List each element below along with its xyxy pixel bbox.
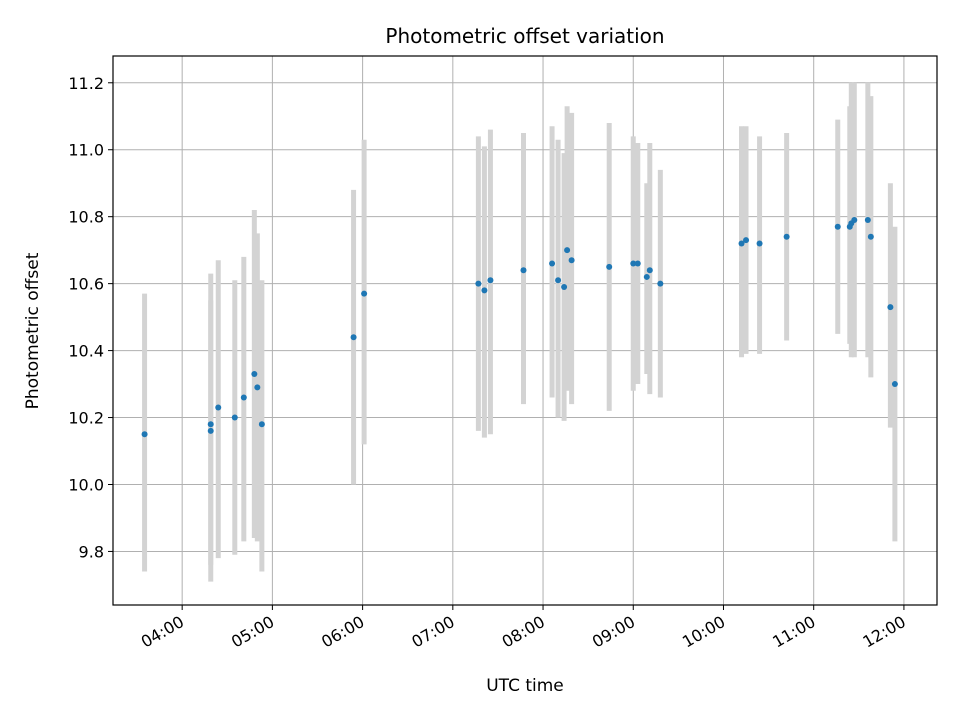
data-point (743, 237, 750, 244)
plot-frame (112, 55, 938, 606)
y-axis-title: Photometric offset (23, 252, 43, 409)
data-point (891, 381, 898, 388)
data-point (738, 240, 745, 247)
data-point (361, 290, 368, 297)
data-point (834, 223, 841, 230)
data-point (646, 267, 653, 274)
data-point (783, 233, 790, 240)
data-point (606, 263, 613, 270)
data-point (487, 277, 494, 284)
data-point (657, 280, 664, 287)
data-point (475, 280, 482, 287)
x-tick-label: 08:00 (499, 612, 548, 652)
data-point (350, 334, 357, 341)
data-point (561, 283, 568, 290)
x-tick-label: 04:00 (138, 612, 187, 652)
x-tick-label: 12:00 (859, 612, 908, 652)
data-point (564, 247, 571, 254)
data-point (251, 371, 258, 378)
data-point (634, 260, 641, 267)
x-tick-label: 07:00 (408, 612, 457, 652)
data-point (215, 404, 222, 411)
x-tick-label: 06:00 (318, 612, 367, 652)
chart-title: Photometric offset variation (385, 24, 664, 48)
data-point (864, 217, 871, 224)
x-tick-label: 10:00 (679, 612, 728, 652)
data-point (240, 394, 247, 401)
y-tick-label: 10.6 (68, 275, 104, 294)
data-point (258, 421, 265, 428)
data-point (141, 431, 148, 438)
data-points (141, 217, 898, 438)
x-tick-label: 11:00 (769, 612, 818, 652)
y-axis-ticks: 9.8 10.0 10.2 10.4 10.6 10.8 11.0 11.2 (68, 74, 113, 561)
data-point (254, 384, 261, 391)
y-tick-label: 10.4 (68, 342, 104, 361)
y-tick-label: 11.0 (68, 141, 104, 160)
x-axis-ticks: 04:00 05:00 06:00 07:00 08:00 09:00 10:00 11:00… (138, 605, 909, 652)
data-point (887, 304, 894, 311)
data-point (520, 267, 527, 274)
y-tick-label: 9.8 (79, 542, 104, 561)
y-tick-label: 10.2 (68, 409, 104, 428)
data-point (207, 427, 214, 434)
data-point (851, 217, 858, 224)
x-axis-title: UTC time (486, 676, 564, 696)
data-point (630, 260, 637, 267)
data-point (207, 421, 214, 428)
data-point (481, 287, 488, 294)
y-tick-label: 10.8 (68, 208, 104, 227)
data-point (555, 277, 562, 284)
data-point (867, 233, 874, 240)
error-bars (142, 82, 898, 582)
x-tick-label: 09:00 (589, 612, 638, 652)
data-point (643, 273, 650, 280)
data-point (231, 414, 238, 421)
y-tick-label: 11.2 (68, 74, 104, 93)
y-tick-label: 10.0 (68, 475, 104, 494)
x-tick-label: 05:00 (228, 612, 277, 652)
data-point (756, 240, 763, 247)
data-point (549, 260, 556, 267)
data-point (568, 257, 575, 264)
